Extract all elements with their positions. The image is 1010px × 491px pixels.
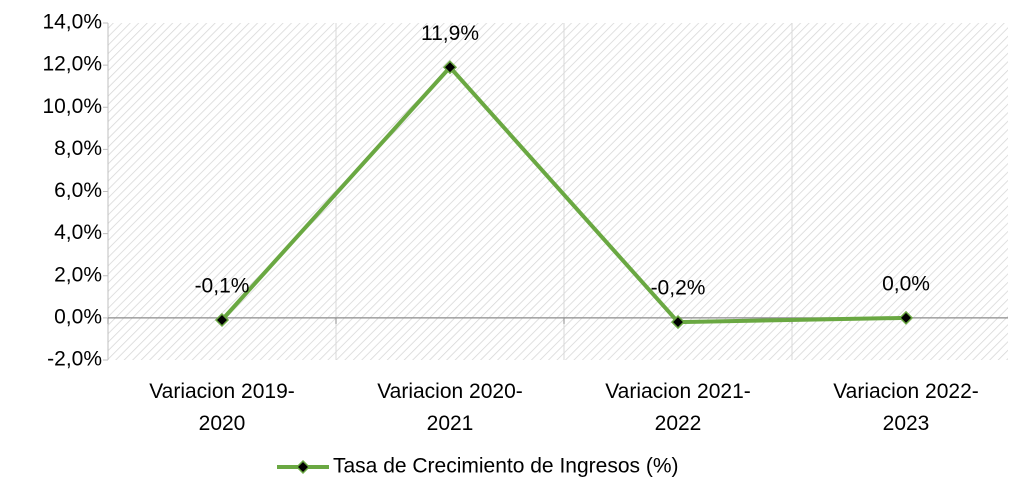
- y-tick-label: 4,0%: [54, 221, 102, 244]
- line: [220, 65, 907, 325]
- plot-area: [108, 23, 1008, 360]
- marker: [214, 312, 230, 328]
- marker: [898, 310, 914, 325]
- x-tick-label: Variacion 2019-2020: [149, 380, 295, 435]
- y-tick-label: 14,0%: [42, 11, 102, 34]
- legend-marker: [295, 459, 311, 475]
- x-tick-label: Variacion 2022-2023: [833, 380, 979, 435]
- data-label: 0,0%: [882, 272, 930, 295]
- x-tick-label: Variacion 2020-2021: [377, 380, 523, 435]
- y-tick-label: 2,0%: [54, 263, 102, 286]
- y-tick-label: 12,0%: [42, 53, 102, 76]
- data-label: -0,1%: [195, 275, 250, 298]
- data-label: 11,9%: [421, 22, 479, 45]
- marker: [442, 60, 458, 75]
- y-tick-label: 6,0%: [54, 179, 102, 202]
- y-tick-label: 0,0%: [54, 305, 102, 328]
- y-tick-label: -2,0%: [47, 348, 102, 371]
- data-label: -0,2%: [651, 277, 706, 300]
- x-tick-label: Variacion 2021-2022: [605, 380, 751, 435]
- legend-label: Tasa de Crecimiento de Ingresos (%): [333, 455, 679, 478]
- y-tick-label: 10,0%: [42, 95, 102, 118]
- marker: [670, 315, 686, 330]
- y-tick-label: 8,0%: [54, 137, 102, 160]
